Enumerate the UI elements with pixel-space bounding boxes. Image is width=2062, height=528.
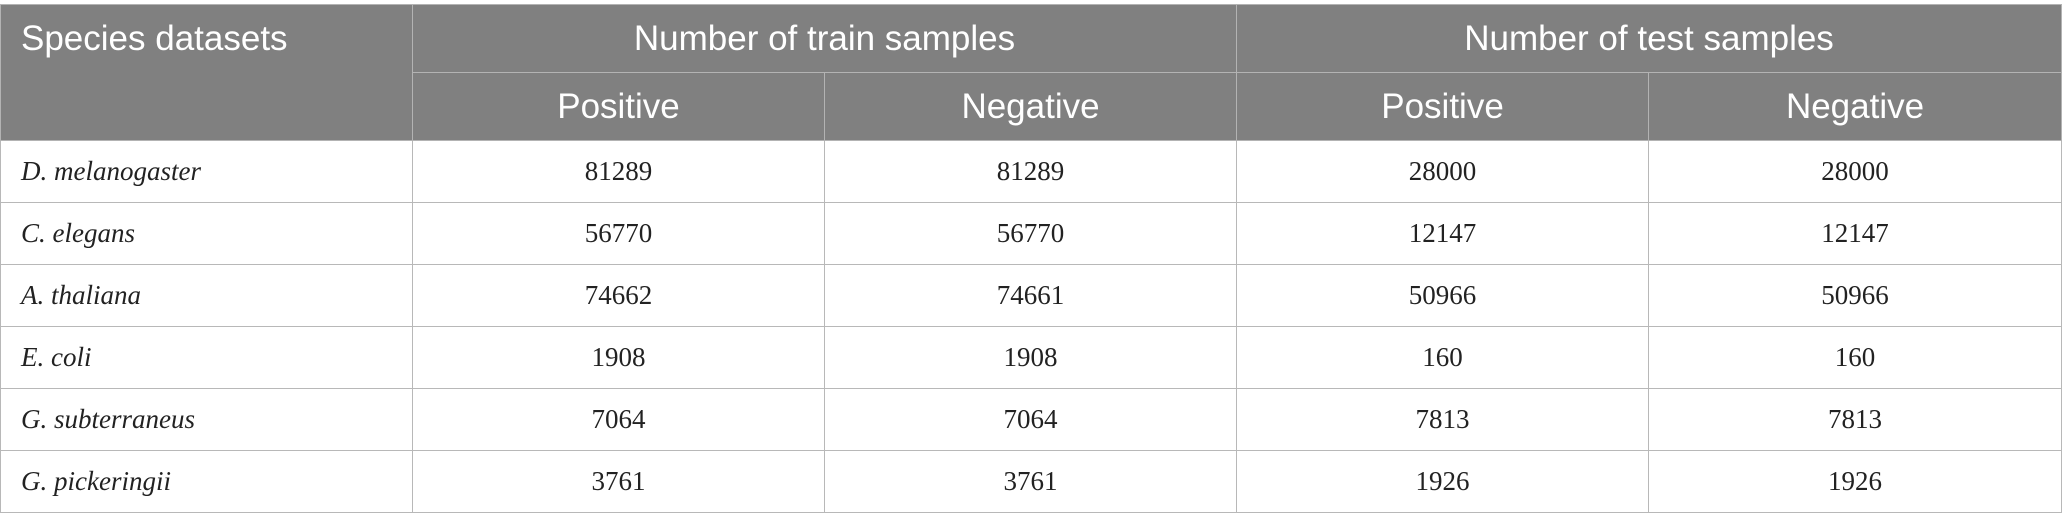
table-body: D. melanogaster 81289 81289 28000 28000 … — [0, 140, 2062, 513]
test-positive-cell: 7813 — [1236, 388, 1650, 451]
species-cell: G. pickeringii — [0, 450, 413, 513]
train-positive-cell: 7064 — [412, 388, 825, 451]
train-samples-header: Number of train samples — [411, 4, 1238, 73]
species-cell: D. melanogaster — [0, 140, 413, 203]
species-cell: A. thaliana — [0, 264, 413, 327]
test-positive-header: Positive — [1236, 72, 1650, 141]
train-positive-header: Positive — [412, 72, 825, 141]
species-cell: E. coli — [0, 326, 413, 389]
train-positive-cell: 81289 — [412, 140, 825, 203]
test-negative-cell: 12147 — [1648, 202, 2062, 265]
train-positive-cell: 56770 — [412, 202, 825, 265]
test-negative-cell: 7813 — [1648, 388, 2062, 451]
test-negative-cell: 50966 — [1648, 264, 2062, 327]
test-negative-cell: 1926 — [1648, 450, 2062, 513]
test-negative-cell: 28000 — [1648, 140, 2062, 203]
table-header: Species datasets Number of train samples… — [0, 4, 2062, 141]
test-positive-cell: 1926 — [1236, 450, 1650, 513]
table-row: D. melanogaster 81289 81289 28000 28000 — [0, 140, 2062, 203]
train-negative-cell: 81289 — [823, 140, 1238, 203]
table-row: E. coli 1908 1908 160 160 — [0, 326, 2062, 389]
test-positive-cell: 50966 — [1236, 264, 1650, 327]
table-row: G. pickeringii 3761 3761 1926 1926 — [0, 450, 2062, 513]
train-positive-cell: 1908 — [412, 326, 825, 389]
table-row: G. subterraneus 7064 7064 7813 7813 — [0, 388, 2062, 451]
species-datasets-header: Species datasets — [0, 4, 413, 141]
test-negative-header: Negative — [1648, 72, 2062, 141]
train-positive-cell: 3761 — [412, 450, 825, 513]
train-negative-cell: 7064 — [823, 388, 1238, 451]
test-negative-cell: 160 — [1648, 326, 2062, 389]
train-negative-cell: 56770 — [823, 202, 1238, 265]
train-negative-cell: 3761 — [823, 450, 1238, 513]
train-negative-header: Negative — [823, 72, 1238, 141]
test-positive-cell: 12147 — [1236, 202, 1650, 265]
test-positive-cell: 28000 — [1236, 140, 1650, 203]
train-negative-cell: 74661 — [823, 264, 1238, 327]
train-negative-cell: 1908 — [823, 326, 1238, 389]
header-row-subgroups: Positive Negative Positive Negative — [1, 72, 2062, 141]
test-positive-cell: 160 — [1236, 326, 1650, 389]
train-positive-cell: 74662 — [412, 264, 825, 327]
species-dataset-table: Species datasets Number of train samples… — [0, 4, 2062, 513]
header-row-groups: Species datasets Number of train samples… — [0, 4, 2062, 141]
table-row: C. elegans 56770 56770 12147 12147 — [0, 202, 2062, 265]
table-row: A. thaliana 74662 74661 50966 50966 — [0, 264, 2062, 327]
test-samples-header: Number of test samples — [1236, 4, 2062, 73]
species-cell: G. subterraneus — [0, 388, 413, 451]
species-cell: C. elegans — [0, 202, 413, 265]
